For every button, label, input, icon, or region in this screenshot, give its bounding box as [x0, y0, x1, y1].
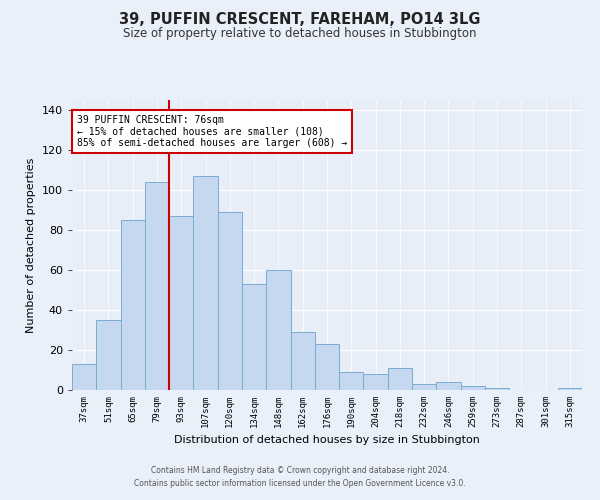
Bar	[218, 212, 242, 390]
Bar	[242, 284, 266, 390]
Bar	[193, 176, 218, 390]
Bar	[436, 382, 461, 390]
Bar	[169, 216, 193, 390]
Bar	[412, 384, 436, 390]
X-axis label: Distribution of detached houses by size in Stubbington: Distribution of detached houses by size …	[174, 436, 480, 446]
Text: Size of property relative to detached houses in Stubbington: Size of property relative to detached ho…	[123, 28, 477, 40]
Text: 39, PUFFIN CRESCENT, FAREHAM, PO14 3LG: 39, PUFFIN CRESCENT, FAREHAM, PO14 3LG	[119, 12, 481, 28]
Y-axis label: Number of detached properties: Number of detached properties	[26, 158, 36, 332]
Bar	[121, 220, 145, 390]
Text: Contains HM Land Registry data © Crown copyright and database right 2024.
Contai: Contains HM Land Registry data © Crown c…	[134, 466, 466, 487]
Bar	[290, 332, 315, 390]
Bar	[266, 270, 290, 390]
Text: 39 PUFFIN CRESCENT: 76sqm
← 15% of detached houses are smaller (108)
85% of semi: 39 PUFFIN CRESCENT: 76sqm ← 15% of detac…	[77, 114, 347, 148]
Bar	[145, 182, 169, 390]
Bar	[96, 320, 121, 390]
Bar	[485, 388, 509, 390]
Bar	[72, 364, 96, 390]
Bar	[364, 374, 388, 390]
Bar	[388, 368, 412, 390]
Bar	[339, 372, 364, 390]
Bar	[315, 344, 339, 390]
Bar	[558, 388, 582, 390]
Bar	[461, 386, 485, 390]
